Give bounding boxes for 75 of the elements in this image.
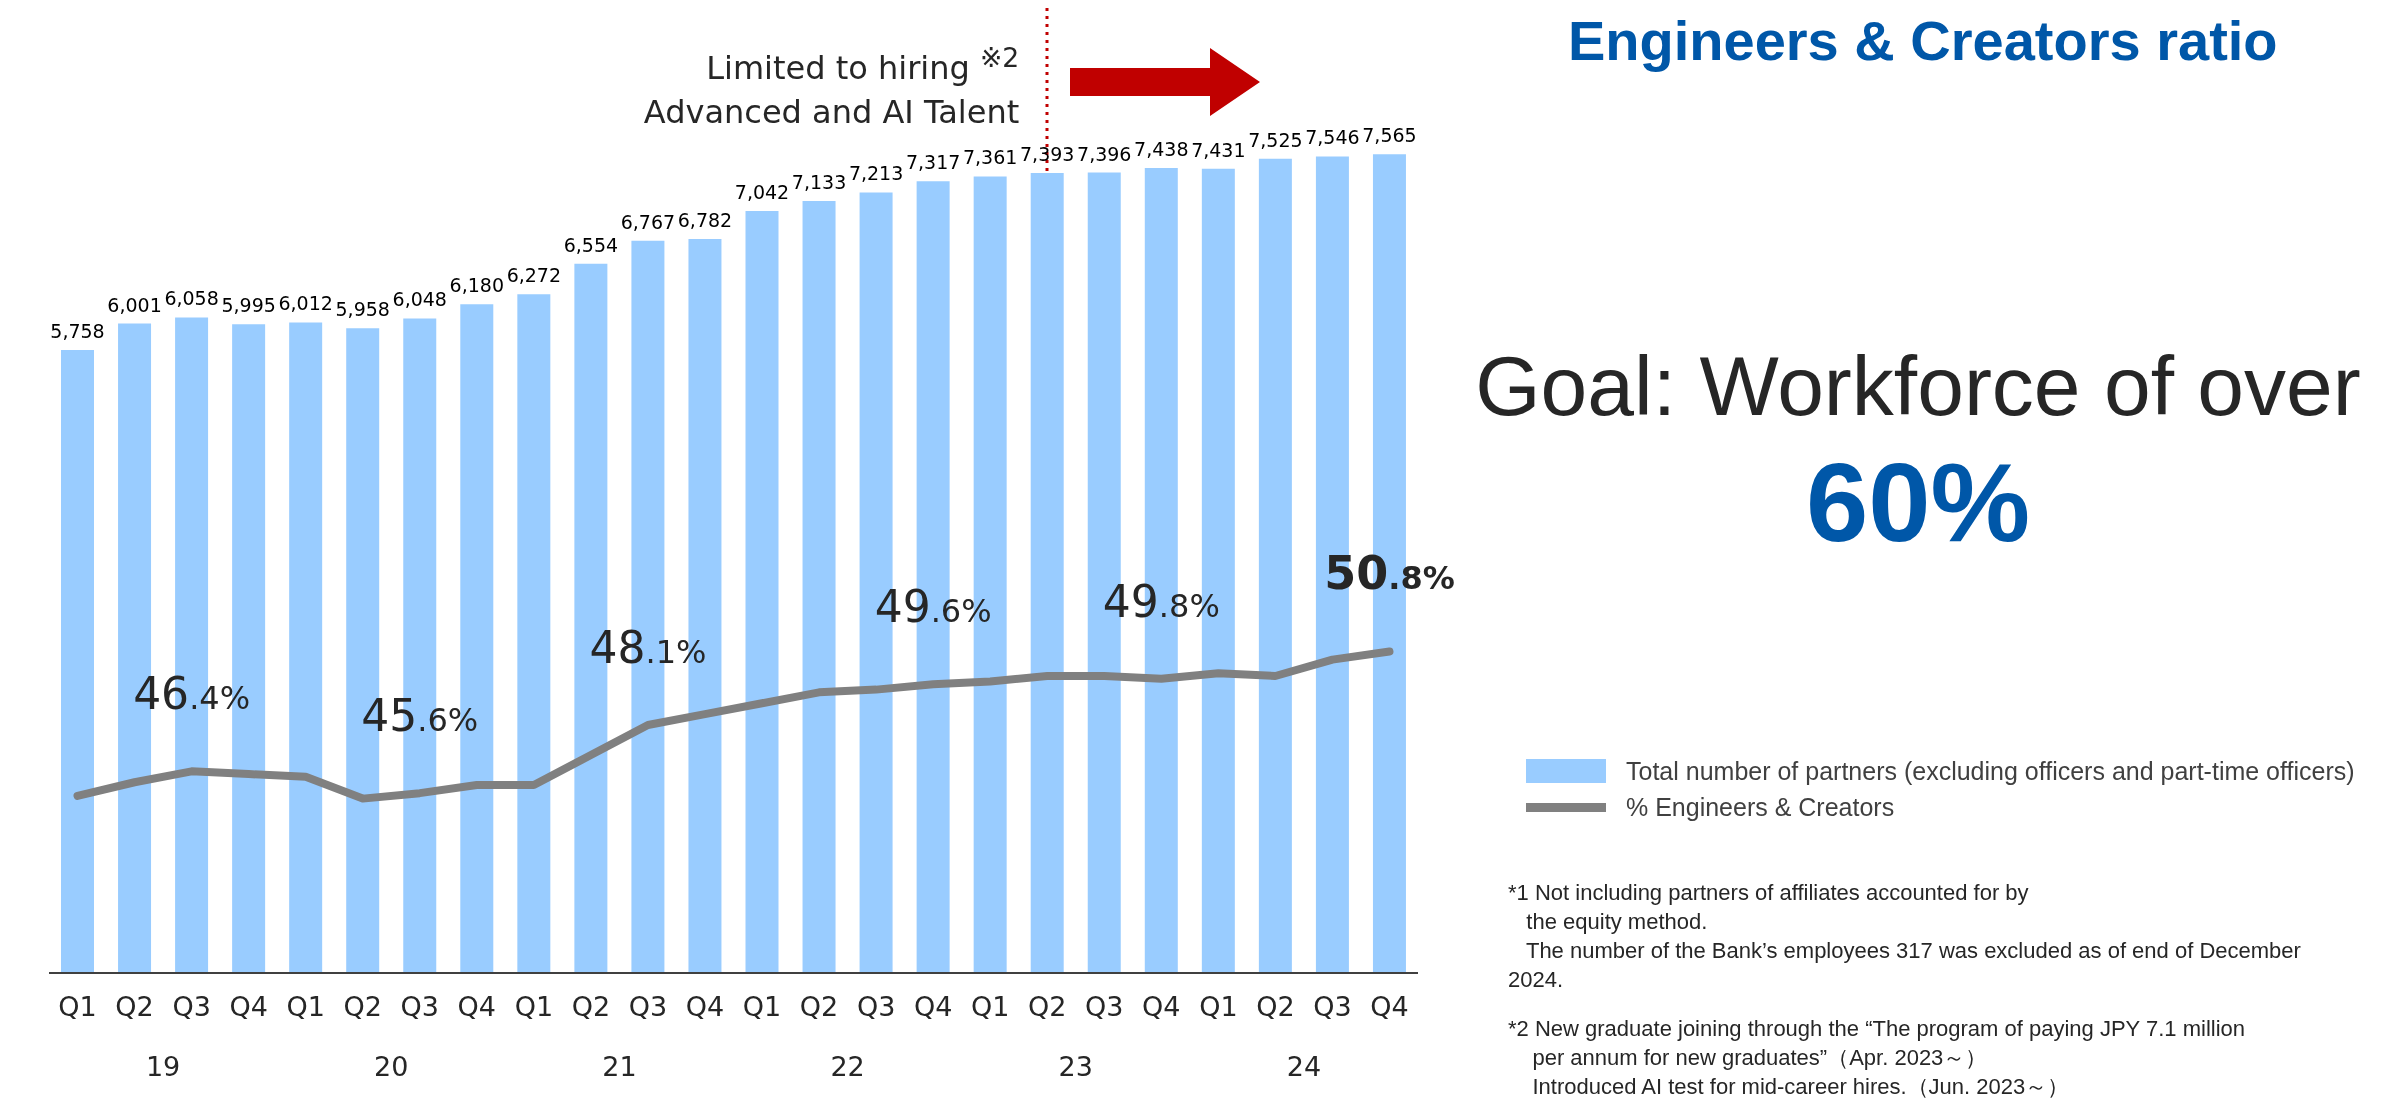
data-label: 7,546 [1305, 126, 1360, 149]
x-tick-label: Q1 [286, 991, 325, 1023]
data-label: 48.1% [589, 622, 707, 674]
data-label: 6,048 [392, 288, 447, 311]
data-label: 7,361 [962, 146, 1018, 169]
x-tick-label: Q3 [400, 991, 439, 1023]
data-label: 49.8% [1102, 575, 1220, 627]
data-label: 7,213 [848, 162, 904, 185]
bar [289, 322, 323, 973]
x-tick-label: Q4 [229, 991, 268, 1023]
data-label: 6,058 [164, 287, 219, 310]
data-label: 6,554 [563, 233, 619, 256]
data-label: 6,180 [449, 274, 504, 297]
x-tick-label: Q2 [1028, 991, 1067, 1023]
data-label: 7,438 [1134, 138, 1189, 161]
bar [61, 349, 94, 973]
bar [802, 201, 836, 973]
data-label: 5,758 [50, 319, 105, 342]
x-tick-label: Q2 [571, 991, 611, 1023]
text: 24 [1285, 1051, 1323, 1082]
x-tick-label: Q1 [1199, 991, 1238, 1023]
x-tick-label: Q4 [1142, 991, 1181, 1023]
x-tick-label: Q3 [856, 991, 896, 1023]
x-tick-label: Q4 [685, 991, 725, 1023]
bar [745, 210, 779, 973]
x-tick-label: Q1 [58, 991, 97, 1023]
x-tick-label: Q2 [343, 991, 382, 1023]
text: Limited to hiring $^{※2}$ Advanced and AI Talent [643, 41, 1020, 133]
data-label: 49.6% [874, 581, 992, 633]
data-label: 7,565 [1362, 124, 1417, 147]
x-tick-label: Q3 [172, 991, 211, 1023]
data-label: 6,272 [506, 264, 562, 287]
text: Goal: Workforce of over [1474, 338, 2362, 435]
x-tick-label: Q1 [742, 991, 782, 1023]
text: *1 Not including partners of affiliates accounted for by the equity method. The number of the Bank’s employees 317 was excluded as of end of December 2024. [1508, 879, 2301, 994]
x-tick-label: Q2 [799, 991, 839, 1023]
data-label: 7,393 [1020, 142, 1075, 165]
data-label: 6,767 [620, 210, 676, 233]
x-tick-label: Q1 [514, 991, 554, 1023]
x-tick-label: Q3 [1313, 991, 1352, 1023]
data-label: 7,431 [1191, 138, 1246, 161]
data-label: 50.8% [1324, 546, 1455, 601]
text: 21 [601, 1051, 638, 1082]
legend-label: Total number of partners (excluding officers and part-time officers) [1625, 755, 2355, 787]
data-label: 7,525 [1248, 128, 1303, 151]
data-label: 7,396 [1077, 142, 1132, 165]
text: 60% [1805, 440, 2031, 565]
x-tick-label: Q3 [1085, 991, 1124, 1023]
text: 23 [1057, 1051, 1094, 1082]
data-label: 6,012 [278, 292, 333, 315]
data-label: 5,995 [221, 294, 276, 317]
data-label: 6,782 [677, 209, 733, 232]
text: 19 [144, 1051, 182, 1082]
x-tick-label: Q4 [457, 991, 497, 1023]
bar [1258, 158, 1292, 973]
bar [517, 294, 551, 973]
x-tick-label: Q4 [913, 991, 953, 1023]
data-label: 46.4% [133, 668, 251, 720]
x-tick-label: Q3 [628, 991, 668, 1023]
data-label: 45.6% [361, 690, 479, 742]
legend-label: % Engineers & Creators [1625, 791, 1896, 823]
text: 20 [373, 1051, 410, 1082]
x-tick-label: Q2 [115, 991, 154, 1023]
data-label: 7,042 [734, 180, 790, 203]
data-label: 7,317 [905, 151, 961, 174]
x-tick-label: Q4 [1370, 991, 1409, 1023]
data-label: 5,958 [335, 298, 390, 321]
text: *2 New graduate joining through the “The program of paying JPY 7.1 million per annum for new graduates”（Apr. 2023～） Introduced AI test for mid-career hires.（Jun. 2023～） [1508, 1015, 2247, 1101]
x-tick-label: Q2 [1256, 991, 1295, 1023]
text: Engineers & Creators ratio [1568, 8, 2278, 73]
text: 22 [829, 1051, 866, 1082]
x-tick-label: Q1 [970, 991, 1010, 1023]
bar [1030, 172, 1064, 973]
data-label: 7,133 [791, 171, 847, 194]
data-label: 6,001 [107, 293, 162, 316]
